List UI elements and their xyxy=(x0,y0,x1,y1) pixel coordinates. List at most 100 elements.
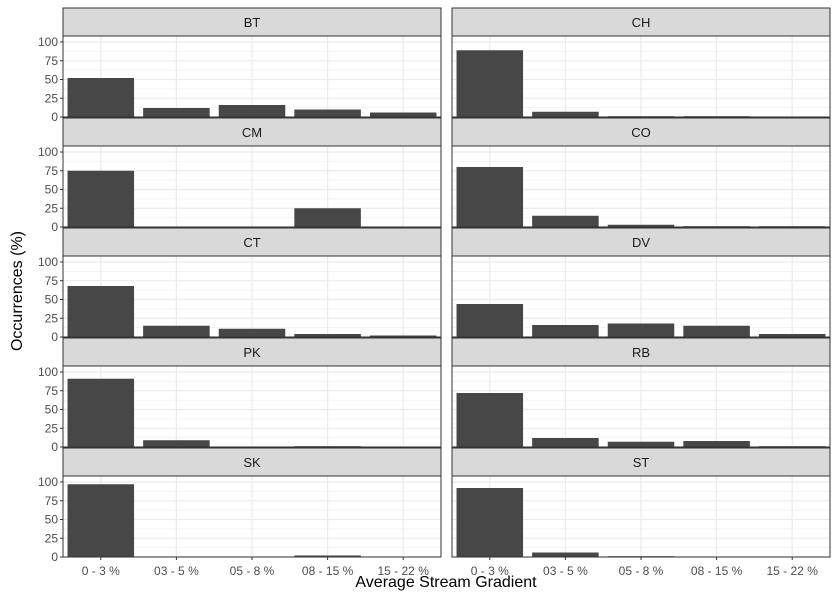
x-tick-label: 15 - 22 % xyxy=(767,564,819,578)
x-tick-label: 03 - 5 % xyxy=(543,564,588,578)
bar-co-2 xyxy=(607,224,675,227)
bar-st-1 xyxy=(532,552,599,557)
y-tick-label: 75 xyxy=(45,164,59,178)
panel-border xyxy=(62,35,442,118)
bar-bt-1 xyxy=(143,108,210,117)
y-tick-label: 100 xyxy=(38,255,58,269)
y-tick-label: 0 xyxy=(51,330,58,344)
y-tick-label: 50 xyxy=(45,73,59,87)
facet-label: RB xyxy=(632,345,650,360)
bar-cm-3 xyxy=(294,208,361,227)
y-tick-label: 75 xyxy=(45,274,59,288)
facet-strip xyxy=(451,117,831,147)
panel-border xyxy=(451,35,831,118)
y-tick-label: 0 xyxy=(51,550,58,564)
facet-label: SK xyxy=(243,455,261,470)
y-tick-label: 0 xyxy=(51,110,58,124)
facet-panel-pk: PK 0 25 50 75 100 xyxy=(38,337,442,454)
bar-bt-3 xyxy=(294,109,361,117)
bar-ch-0 xyxy=(456,50,524,117)
facet-label: CH xyxy=(632,15,651,30)
y-tick-label: 50 xyxy=(45,183,59,197)
panel-border xyxy=(62,365,442,448)
facet-panel-rb: RB xyxy=(451,337,831,448)
facet-panel-bt: BT 0 25 50 75 100 xyxy=(38,7,442,124)
bar-rb-1 xyxy=(532,438,599,447)
y-tick-label: 100 xyxy=(38,365,58,379)
y-tick-label: 50 xyxy=(45,513,59,527)
bar-co-0 xyxy=(456,167,524,227)
y-tick-label: 0 xyxy=(51,440,58,454)
y-tick-label: 100 xyxy=(38,145,58,159)
facet-panels: BT 0 25 50 75 100 CH CM 0 25 50 75 100 CO CT 0 25 50 75 100… xyxy=(38,7,831,578)
bar-dv-0 xyxy=(456,304,524,337)
facet-label: ST xyxy=(633,455,650,470)
bar-cm-0 xyxy=(67,170,135,227)
x-tick-label: 0 - 3 % xyxy=(82,564,120,578)
facet-label: CO xyxy=(631,125,651,140)
facet-label: DV xyxy=(632,235,650,250)
bar-ct-3 xyxy=(294,334,361,337)
bar-co-1 xyxy=(532,215,599,227)
facet-panel-co: CO xyxy=(451,117,831,228)
y-tick-label: 75 xyxy=(45,384,59,398)
x-tick-label: 08 - 15 % xyxy=(302,564,354,578)
x-tick-label: 08 - 15 % xyxy=(691,564,743,578)
y-tick-label: 75 xyxy=(45,54,59,68)
bar-rb-0 xyxy=(456,393,524,447)
y-tick-label: 50 xyxy=(45,293,59,307)
bar-ct-4 xyxy=(369,335,437,337)
facet-panel-ct: CT 0 25 50 75 100 xyxy=(38,227,442,344)
facet-strip xyxy=(62,117,442,147)
y-tick-label: 50 xyxy=(45,403,59,417)
y-axis-title: Occurrences (%) xyxy=(9,231,26,351)
bar-sk-3 xyxy=(294,555,361,557)
facet-label: CT xyxy=(243,235,260,250)
x-tick-label: 03 - 5 % xyxy=(154,564,199,578)
y-tick-label: 100 xyxy=(38,35,58,49)
facet-strip xyxy=(62,337,442,367)
x-axis-title: Average Stream Gradient xyxy=(355,574,537,591)
bar-pk-0 xyxy=(67,378,135,447)
x-tick-label: 0 - 3 % xyxy=(471,564,509,578)
y-tick-label: 100 xyxy=(38,475,58,489)
x-tick-label: 05 - 8 % xyxy=(619,564,664,578)
facet-strip xyxy=(62,447,442,477)
facet-panel-st: ST 0 - 3 % 03 - 5 % 05 - 8 % 08 - 15 % 15 - 2… xyxy=(451,447,831,578)
facet-strip xyxy=(451,7,831,37)
y-tick-label: 25 xyxy=(45,421,59,435)
facet-panel-ch: CH xyxy=(451,7,831,118)
facet-panel-dv: DV xyxy=(451,227,831,338)
y-tick-label: 0 xyxy=(51,220,58,234)
bar-sk-0 xyxy=(67,484,135,557)
panel-border xyxy=(62,255,442,338)
bar-rb-3 xyxy=(683,441,750,447)
facet-label: PK xyxy=(243,345,261,360)
bar-dv-2 xyxy=(607,323,675,337)
facet-strip xyxy=(451,447,831,477)
bar-bt-4 xyxy=(369,112,437,117)
facet-panel-cm: CM 0 25 50 75 100 xyxy=(38,117,442,234)
bar-dv-1 xyxy=(532,325,599,337)
facet-label: BT xyxy=(244,15,261,30)
y-tick-label: 25 xyxy=(45,91,59,105)
facet-strip xyxy=(62,7,442,37)
y-tick-label: 25 xyxy=(45,531,59,545)
bar-rb-2 xyxy=(607,441,675,447)
bar-dv-3 xyxy=(683,325,750,337)
bar-ct-1 xyxy=(143,325,210,337)
bar-bt-2 xyxy=(218,105,286,117)
bar-bt-0 xyxy=(67,78,135,117)
x-tick-label: 15 - 22 % xyxy=(378,564,430,578)
bar-st-0 xyxy=(456,488,524,557)
facet-label: CM xyxy=(242,125,262,140)
panel-border xyxy=(62,145,442,228)
x-tick-label: 05 - 8 % xyxy=(230,564,275,578)
bar-ch-1 xyxy=(532,111,599,117)
panel-border xyxy=(451,365,831,448)
facet-strip xyxy=(62,227,442,257)
facet-strip xyxy=(451,227,831,257)
panel-border xyxy=(451,145,831,228)
panel-border xyxy=(451,255,831,338)
